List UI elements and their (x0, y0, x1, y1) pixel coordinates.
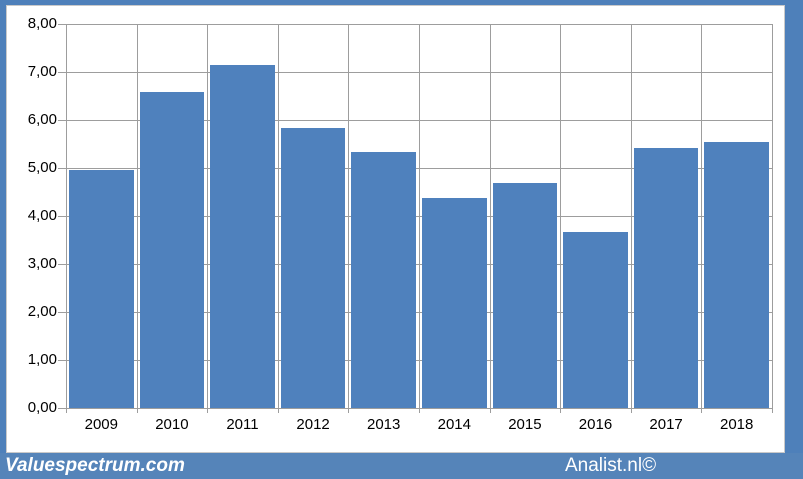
chart-canvas: 8,00 7,00 6,00 5,00 4,00 3,00 2,00 1,00 0,00 2009… (6, 5, 785, 453)
y-axis-label: 5,00 (27, 159, 57, 176)
bar-2010 (139, 92, 205, 408)
y-tick (58, 216, 66, 217)
gridline-v (701, 24, 703, 408)
gridline-v (419, 24, 420, 408)
gridline-v (348, 24, 350, 408)
x-tick (136, 408, 138, 413)
y-axis-label: 7,00 (27, 63, 57, 80)
y-axis-label: 2,00 (27, 303, 57, 320)
x-axis-label: 2017 (649, 416, 683, 433)
x-tick (419, 408, 420, 413)
y-axis-label: 8,00 (27, 15, 57, 32)
bar-2012 (280, 128, 346, 408)
x-tick (66, 408, 67, 413)
x-tick (489, 408, 491, 413)
x-tick (701, 408, 703, 413)
bar-2013 (351, 152, 416, 408)
x-tick (772, 408, 773, 413)
y-axis-label: 4,00 (27, 207, 57, 224)
x-axis-label: 2013 (367, 416, 401, 433)
gridline-v (630, 24, 632, 408)
x-tick (630, 408, 632, 413)
y-tick (58, 312, 66, 313)
gridline-v (277, 24, 279, 408)
gridline-v (66, 24, 67, 408)
footer-left-brand: Valuespectrum.com (5, 455, 185, 476)
bar-2016 (563, 231, 628, 408)
y-axis-label: 1,00 (27, 351, 57, 368)
x-axis-label: 2014 (437, 416, 471, 433)
gridline-v (560, 24, 562, 408)
y-tick (58, 408, 66, 409)
bar-2015 (492, 182, 558, 408)
gridline-v (489, 24, 491, 408)
gridline-v (772, 24, 773, 408)
x-tick (348, 408, 350, 413)
y-axis-label: 0,00 (27, 399, 57, 416)
x-axis-label: 2015 (508, 416, 542, 433)
footer-bar: Valuespectrum.com Analist.nl© (0, 453, 803, 479)
bar-2011 (210, 64, 275, 408)
x-axis-label: 2011 (226, 416, 259, 433)
bar-2009 (69, 169, 134, 408)
y-tick (58, 24, 66, 25)
y-axis-label: 6,00 (27, 111, 57, 128)
y-tick (58, 264, 66, 265)
gridline-v (207, 24, 209, 408)
x-axis-label: 2012 (296, 416, 330, 433)
x-axis-label: 2009 (84, 416, 118, 433)
y-tick (58, 120, 66, 121)
gridline-v (136, 24, 138, 408)
x-axis-label: 2010 (155, 416, 189, 433)
x-tick (207, 408, 209, 413)
x-axis-label: 2016 (578, 416, 613, 433)
bar-2017 (633, 147, 699, 408)
bar-2014 (422, 197, 487, 408)
y-tick (58, 360, 66, 361)
y-tick (58, 168, 66, 169)
bar-2018 (704, 141, 769, 408)
x-tick (277, 408, 279, 413)
footer-right-brand: Analist.nl© (565, 455, 657, 476)
y-axis-label: 3,00 (27, 255, 57, 272)
y-tick (58, 72, 66, 73)
x-axis-label: 2018 (720, 416, 754, 433)
x-tick (560, 408, 562, 413)
